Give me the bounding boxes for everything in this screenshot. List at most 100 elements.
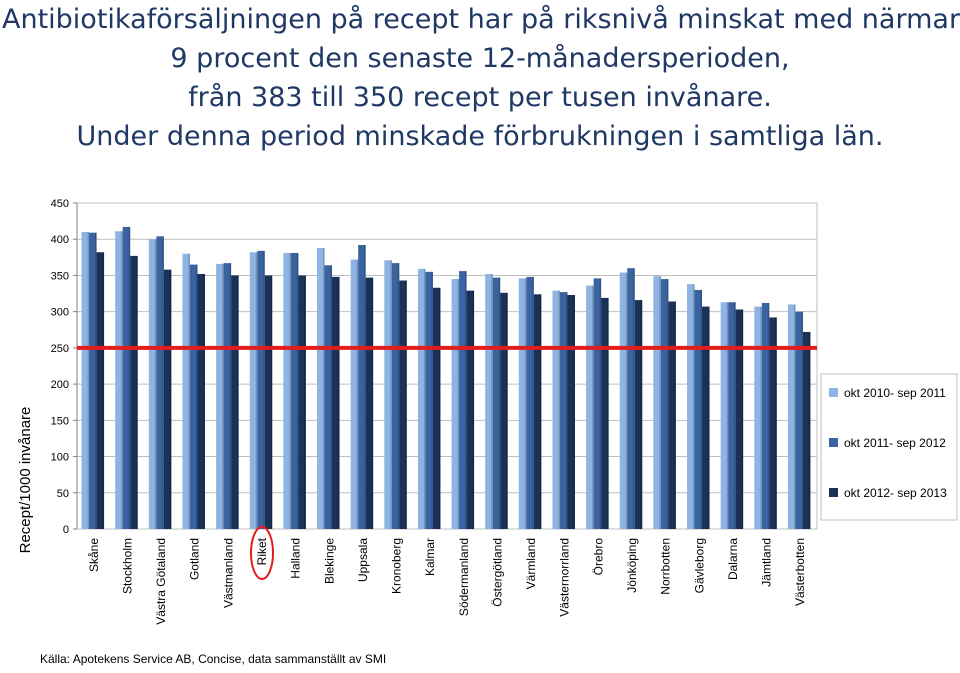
category-label: Norrbotten	[659, 538, 673, 595]
category-label: Dalarna	[726, 538, 740, 580]
legend-box	[820, 373, 958, 521]
bar-3	[298, 275, 306, 529]
bar-shade	[356, 259, 359, 529]
bar-shade	[532, 276, 534, 529]
bar-3	[466, 290, 475, 529]
category-label: Västra Götaland	[154, 538, 168, 625]
bar-1	[417, 268, 426, 529]
bar-2	[425, 271, 433, 529]
bar-shade	[741, 309, 744, 529]
bar-shade	[767, 302, 770, 529]
y-tick-label: 300	[51, 307, 69, 319]
category-label: Västmanland	[221, 538, 235, 608]
bar-1	[687, 284, 695, 529]
highlight-ellipse	[250, 526, 274, 580]
y-tick-label: 400	[51, 234, 69, 246]
bar-1	[552, 290, 560, 529]
bar-1	[451, 279, 460, 529]
bar-shade	[457, 279, 460, 529]
category-label: Östergötland	[490, 538, 504, 607]
bar-shade	[573, 295, 575, 529]
legend-swatch	[829, 438, 838, 447]
y-tick-label: 350	[51, 270, 69, 282]
bar-2	[694, 289, 703, 529]
bar-3	[197, 273, 205, 529]
bar-3	[264, 275, 273, 529]
bar-shade	[734, 302, 736, 529]
legend-label: okt 2011- sep 2012	[844, 436, 946, 450]
category-label: Blekinge	[322, 538, 336, 584]
title-line-3: från 383 till 350 recept per tusen invån…	[188, 82, 772, 113]
bar-shade	[121, 231, 123, 529]
legend-swatch	[829, 488, 838, 497]
bar-shade	[330, 265, 333, 529]
bar-1	[485, 273, 493, 529]
bar-shade	[255, 252, 258, 530]
bar-1	[787, 304, 796, 529]
bar-shade	[102, 252, 105, 530]
bar-3	[802, 331, 811, 529]
bar-shade	[760, 306, 762, 529]
y-tick-label: 450	[51, 198, 69, 210]
bar-shade	[539, 294, 542, 529]
bar-shade	[423, 268, 426, 529]
category-label: Stockholm	[120, 538, 134, 594]
bar-1	[518, 278, 527, 529]
bar-shade	[708, 306, 710, 529]
bar-shade	[188, 253, 190, 529]
y-axis-label: Recept/1000 invånare	[17, 407, 34, 554]
bar-1	[182, 253, 190, 529]
bar-1	[350, 259, 359, 529]
bar-shade	[169, 269, 172, 529]
bar-3	[365, 277, 374, 529]
bar-shade	[128, 226, 131, 529]
bar-shade	[237, 275, 239, 529]
bar-1	[216, 263, 224, 529]
category-label: Kalmar	[423, 538, 437, 576]
category-label: Gotland	[188, 538, 202, 580]
bar-shade	[693, 284, 695, 529]
bar-2	[459, 271, 467, 529]
bar-shade	[726, 302, 729, 529]
title-line-2: 9 procent den senaste 12-månadersperiode…	[170, 43, 790, 74]
category-label: Kronoberg	[390, 538, 404, 594]
bar-2	[189, 264, 198, 529]
bar-2	[593, 278, 602, 529]
category-label: Skåne	[87, 538, 101, 572]
bar-shade	[592, 285, 594, 529]
category-label: Halland	[289, 538, 303, 579]
title-block: Antibiotikaförsäljningen på recept har p…	[0, 0, 960, 156]
bar-2	[728, 302, 736, 529]
bar-3	[231, 275, 239, 529]
bar-shade	[323, 247, 325, 529]
bar-shade	[397, 263, 400, 529]
bar-2	[358, 245, 366, 530]
y-tick-label: 200	[51, 379, 69, 391]
bar-1	[115, 231, 123, 529]
bar-shade	[222, 263, 224, 529]
bar-3	[668, 301, 676, 529]
bar-shade	[263, 250, 265, 529]
bar-shade	[229, 263, 232, 529]
bar-2	[122, 226, 131, 529]
bar-shade	[296, 252, 299, 529]
category-label: Västernorrland	[558, 538, 572, 617]
y-tick-label: 0	[63, 524, 69, 536]
bar-shade	[775, 317, 777, 529]
bar-3	[96, 252, 105, 530]
bar-1	[283, 252, 291, 529]
bar-3	[399, 280, 407, 529]
category-label: Jämtland	[760, 538, 774, 587]
bar-2	[257, 250, 265, 529]
bar-3	[432, 287, 441, 529]
bar-shade	[162, 236, 164, 529]
legend-label: okt 2012- sep 2013	[844, 486, 947, 500]
bar-2	[89, 232, 97, 530]
bar-2	[223, 263, 232, 529]
bar-1	[249, 252, 258, 530]
category-label: Södermanland	[457, 538, 471, 616]
bar-1	[81, 231, 90, 529]
bar-3	[735, 309, 744, 529]
bar-3	[601, 297, 609, 529]
title-line-4: Under denna period minskade förbrukninge…	[76, 121, 884, 152]
